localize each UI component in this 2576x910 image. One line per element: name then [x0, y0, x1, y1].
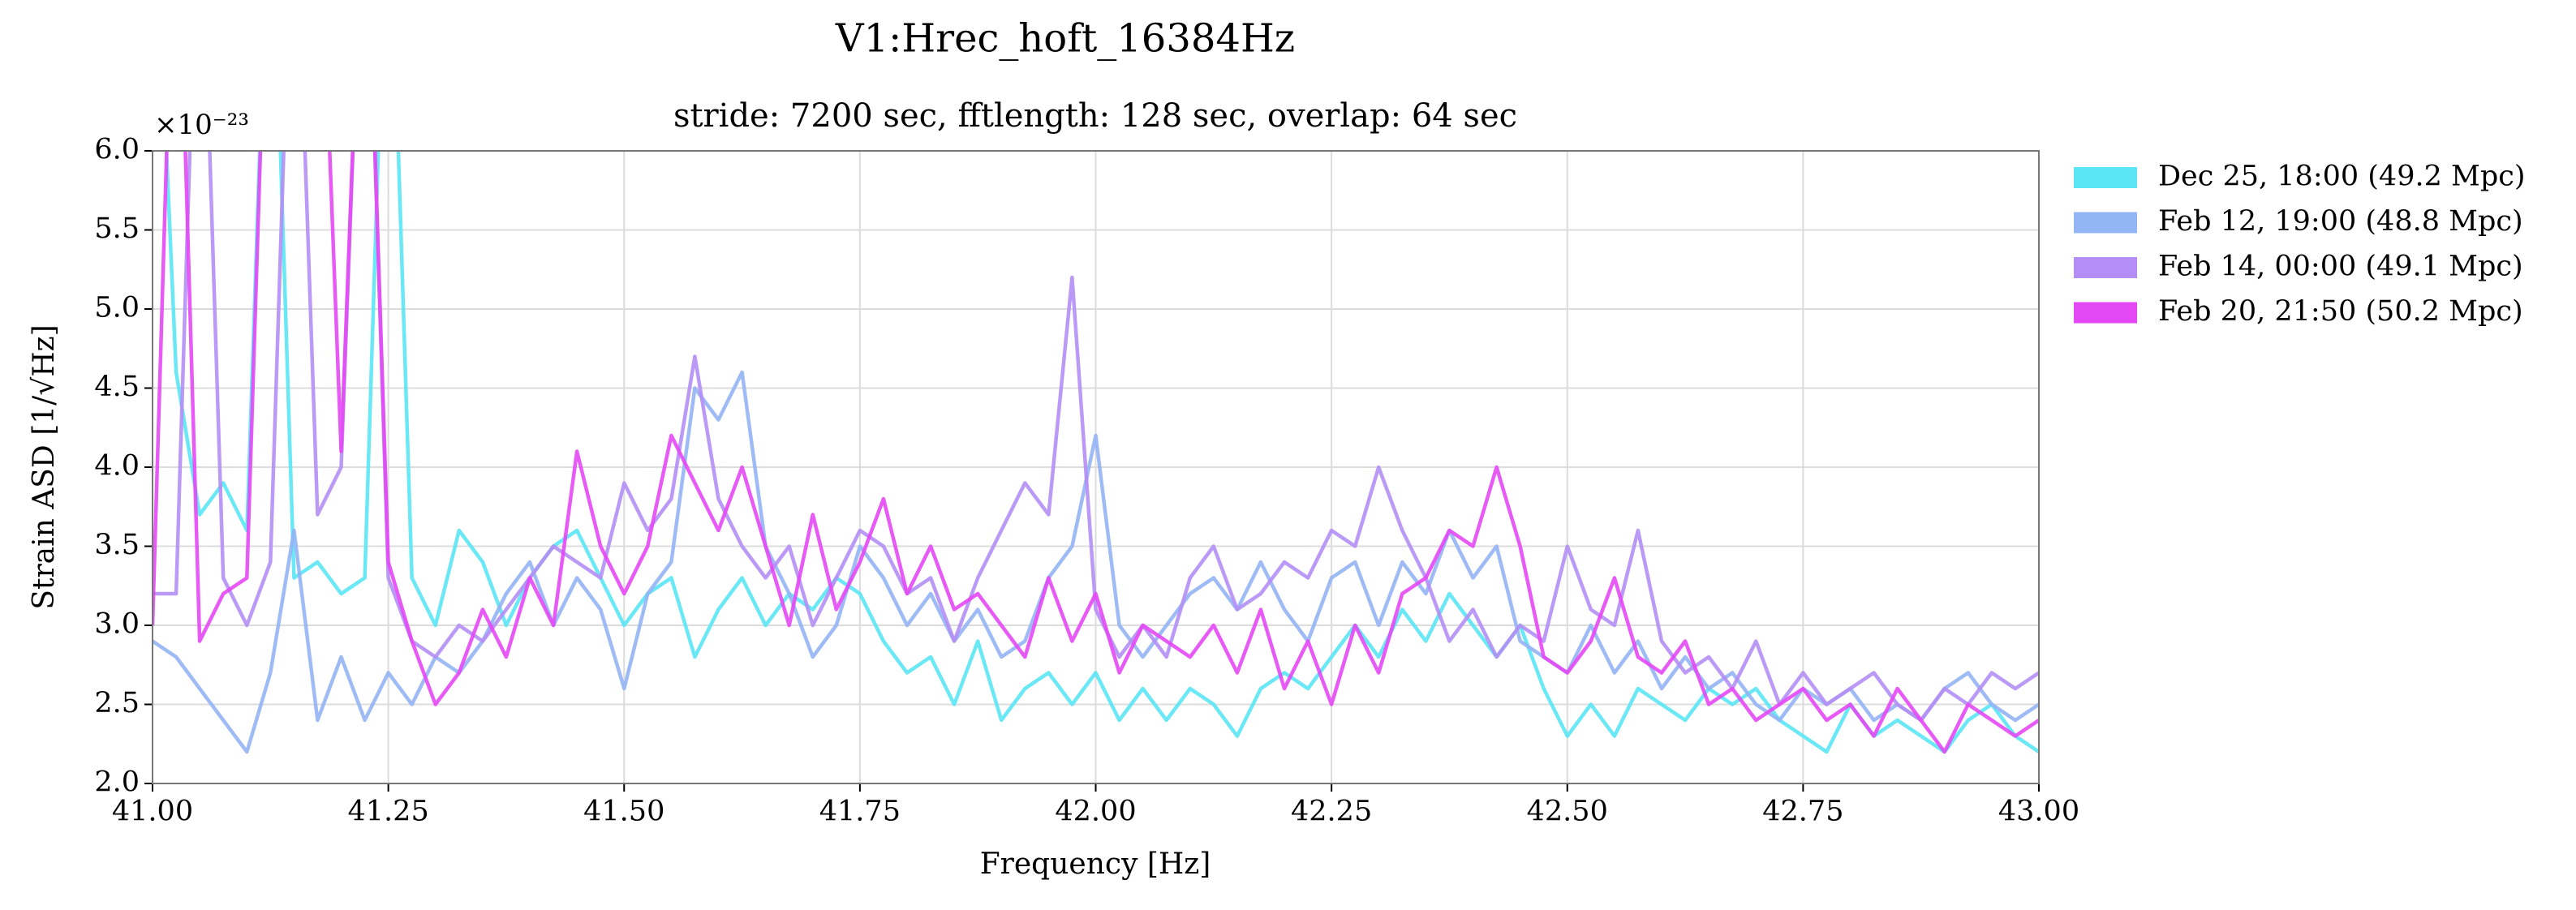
- plot-frame: [152, 150, 2040, 784]
- legend-swatch: [2074, 167, 2137, 188]
- y-axis-label: Strain ASD [1/√Hz]: [28, 324, 61, 609]
- y-offset-label: ×10⁻²³: [154, 109, 249, 141]
- x-tick-label: 42.50: [1527, 796, 1608, 828]
- x-axis-label: Frequency [Hz]: [980, 848, 1211, 881]
- x-tick-label: 41.50: [583, 796, 664, 828]
- y-tick-label: 2.0: [94, 766, 140, 799]
- series-line: [153, 151, 2039, 723]
- chart-subtitle: stride: 7200 sec, fftlength: 128 sec, ov…: [673, 97, 1517, 135]
- legend-label: Feb 14, 00:00 (49.1 Mpc): [2158, 251, 2523, 283]
- x-tick-label: 41.75: [819, 796, 901, 828]
- x-tick-label: 42.25: [1291, 796, 1372, 828]
- legend-swatch: [2074, 257, 2137, 278]
- series-line: [153, 151, 2039, 754]
- legend-label: Feb 20, 21:50 (50.2 Mpc): [2158, 295, 2523, 328]
- y-tick-label: 3.0: [94, 608, 140, 641]
- y-tick-label: 6.0: [94, 134, 140, 166]
- x-tick-label: 41.00: [112, 796, 193, 828]
- y-tick-label: 4.5: [94, 371, 140, 403]
- legend-swatch: [2074, 302, 2137, 324]
- x-tick-label: 41.25: [348, 796, 429, 828]
- plot-lines: [153, 151, 2039, 754]
- x-tick-label: 42.75: [1762, 796, 1843, 828]
- y-tick-label: 3.5: [94, 529, 140, 561]
- series-line: [164, 151, 2039, 754]
- y-tick-label: 4.0: [94, 450, 140, 483]
- y-tick-label: 5.5: [94, 212, 140, 245]
- y-tick-label: 2.5: [94, 687, 140, 719]
- legend-swatch: [2074, 212, 2137, 234]
- x-tick-label: 43.00: [1998, 796, 2079, 828]
- chart-title: V1:Hrec_hoft_16384Hz: [835, 16, 1295, 62]
- x-tick-label: 42.00: [1055, 796, 1136, 828]
- legend-label: Feb 12, 19:00 (48.8 Mpc): [2158, 205, 2523, 238]
- y-tick-label: 5.0: [94, 292, 140, 324]
- legend-label: Dec 25, 18:00 (49.2 Mpc): [2158, 161, 2526, 193]
